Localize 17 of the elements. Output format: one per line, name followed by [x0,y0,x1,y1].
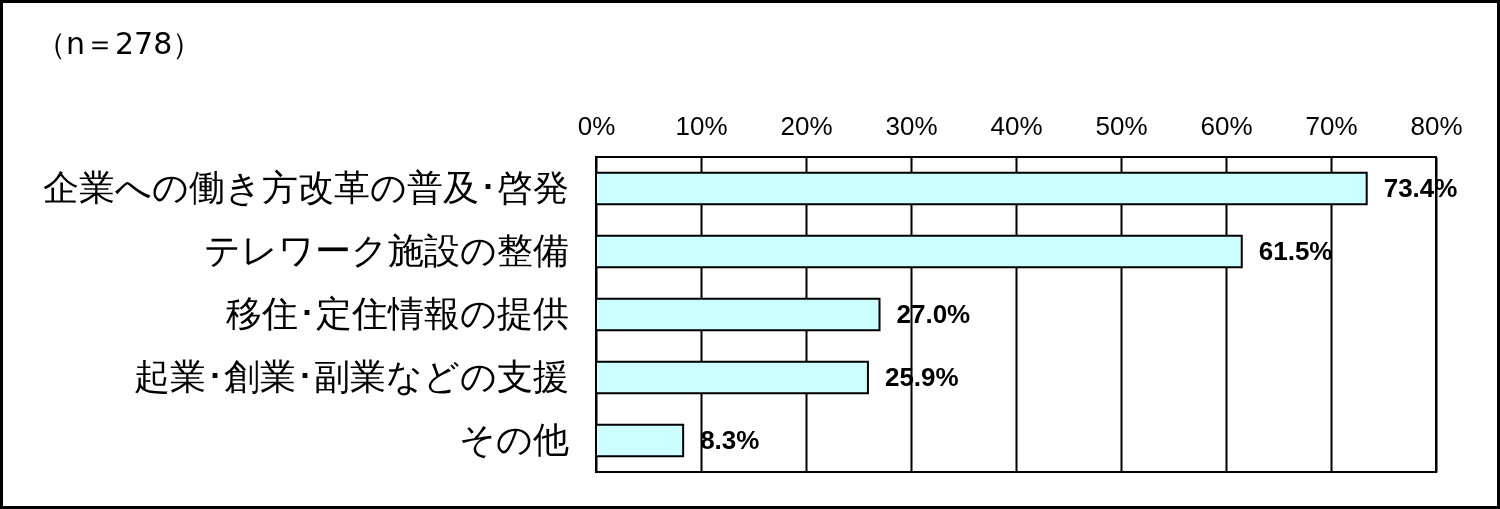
x-tick-label: 60% [1200,110,1253,141]
x-tick-label: 80% [1410,110,1463,141]
x-tick-label: 30% [885,110,938,141]
x-tick-label: 20% [780,110,833,141]
y-tick-label: 起業･創業･副業などの支援 [133,355,569,397]
x-tick-label: 10% [675,110,728,141]
y-tick-label: テレワーク施設の整備 [203,229,569,271]
x-tick-label: 70% [1305,110,1358,141]
y-tick-label: 企業への働き方改革の普及･啓発 [42,166,569,208]
x-tick-label: 40% [990,110,1043,141]
y-tick-label: その他 [458,418,569,460]
text: （n＝278） [36,25,203,63]
y-tick-label: 移住･定住情報の提供 [225,292,569,334]
x-tick-label: 50% [1095,110,1148,141]
data-label: 8.3% [700,424,760,455]
data-label: 61.5% [1258,235,1333,266]
x-tick-label: 0% [577,110,616,141]
